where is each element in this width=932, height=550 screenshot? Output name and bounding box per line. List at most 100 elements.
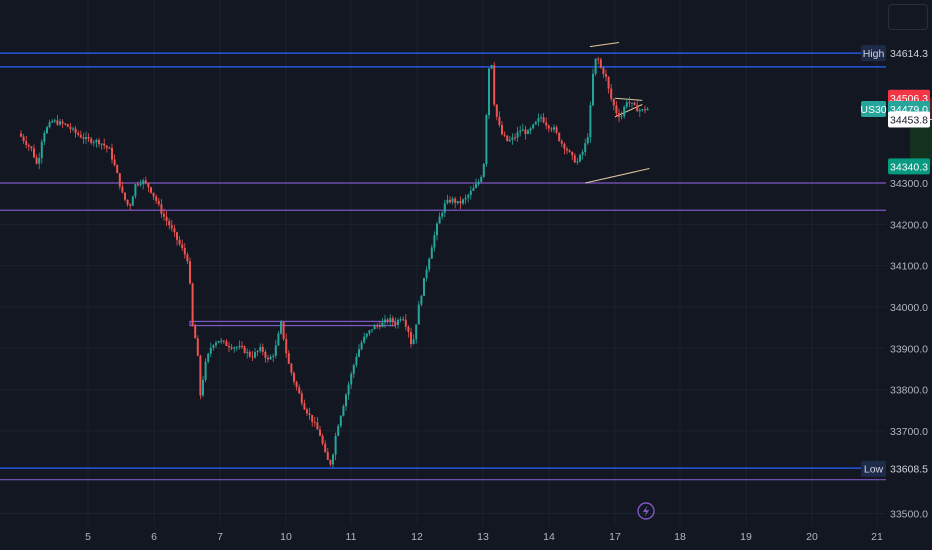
candle-body [454, 198, 457, 203]
candle-body [191, 283, 194, 326]
candle-body [633, 102, 636, 105]
chart-toolbar-button[interactable] [888, 4, 928, 30]
candle-body [144, 180, 147, 183]
grid-lines [0, 0, 886, 526]
price-tick-label: 33900.0 [890, 343, 928, 355]
candle-body [35, 157, 38, 164]
candle-body [72, 128, 74, 130]
time-tick-label: 10 [280, 531, 292, 543]
candle-body [428, 258, 431, 270]
candle-body [576, 161, 579, 163]
price-tag-value: 33608.5 [890, 464, 928, 476]
candle-body [248, 351, 251, 357]
price-tag-entry: 34453.8 [888, 111, 930, 128]
candle-body [121, 186, 124, 193]
price-tick-label: 33500.0 [890, 509, 928, 521]
candle-body [282, 322, 285, 339]
candle-body [51, 121, 54, 123]
candle-body [183, 248, 186, 255]
candle-body [469, 190, 472, 196]
candle-body [222, 340, 225, 342]
candle-body [547, 125, 550, 129]
candle-body [90, 138, 93, 143]
time-tick-label: 11 [346, 531, 357, 543]
candle-body [176, 232, 178, 240]
candle-body [92, 142, 95, 144]
candle-body [235, 347, 238, 349]
candle-body [514, 137, 516, 139]
candle-body [631, 102, 633, 104]
candle-body [407, 326, 410, 332]
candle-body [480, 176, 483, 182]
take-profit-zone[interactable] [910, 119, 932, 167]
candle-body [441, 212, 444, 217]
candle-body [641, 109, 644, 111]
candle-body [386, 319, 389, 322]
candle-body [511, 137, 514, 140]
candle-body [324, 443, 327, 453]
channel-bottom-line[interactable] [585, 168, 650, 184]
candle-body [202, 379, 204, 396]
candle-body [113, 159, 116, 166]
price-tag-value: 34340.3 [890, 161, 928, 173]
flag-top-line[interactable] [614, 97, 643, 101]
candle-body [204, 361, 207, 380]
candle-body [246, 351, 249, 353]
candle-body [646, 108, 649, 111]
candle-body [475, 184, 477, 188]
candle-body [579, 154, 581, 162]
lightning-icon[interactable] [637, 502, 655, 520]
candle-body [199, 355, 202, 396]
candle-body [342, 406, 345, 416]
candle-body [178, 239, 181, 245]
candle-body [560, 140, 563, 144]
candle-body [142, 180, 145, 184]
candle-body [173, 228, 176, 233]
candle-body [303, 403, 306, 410]
candle-body [430, 247, 433, 259]
candle-body [628, 102, 631, 104]
candle-body [137, 184, 139, 186]
candle-body [27, 144, 30, 147]
candle-body [566, 148, 568, 151]
candle-body [334, 435, 337, 455]
candle-body [69, 126, 72, 130]
candle-body [160, 204, 163, 214]
price-tick-label: 34100.0 [890, 261, 928, 273]
price-axis[interactable]: 34300.0 34200.0 34100.0 34000.0 33900.0 33800… [890, 178, 928, 521]
price-tag-value: 34453.8 [890, 114, 928, 126]
candle-body [332, 454, 334, 465]
candle-body [638, 109, 641, 112]
candle-body [131, 196, 134, 206]
candle-body [215, 342, 217, 346]
candle-body [168, 220, 171, 226]
candle-body [25, 141, 28, 145]
candle-body [269, 356, 272, 360]
candle-body [376, 325, 379, 327]
candle-body [186, 254, 189, 262]
time-axis[interactable]: 5 6 7 10 11 12 13 14 17 18 19 20 21 [85, 531, 883, 543]
candle-body [46, 127, 48, 133]
candle-body [290, 363, 293, 373]
candle-body [321, 435, 324, 444]
candle-body [597, 58, 600, 60]
candle-body [399, 319, 402, 321]
channel-top-line[interactable] [589, 42, 619, 48]
price-tags: 34614.3High34506.334479.0US3034453.83434… [860, 45, 930, 477]
candle-body [553, 127, 555, 130]
candle-body [534, 121, 537, 125]
candle-body [220, 340, 223, 342]
candle-body [329, 459, 332, 465]
candle-body [607, 76, 610, 89]
candle-body [568, 150, 571, 152]
candle-body [233, 347, 236, 349]
candle-body [363, 336, 366, 343]
candle-body [472, 187, 475, 191]
candle-body [508, 139, 511, 142]
candle-body [295, 381, 298, 388]
price-tag-label: Low [864, 464, 884, 476]
candle-body [100, 143, 103, 145]
candle-body [347, 384, 350, 395]
candle-body [287, 353, 290, 364]
